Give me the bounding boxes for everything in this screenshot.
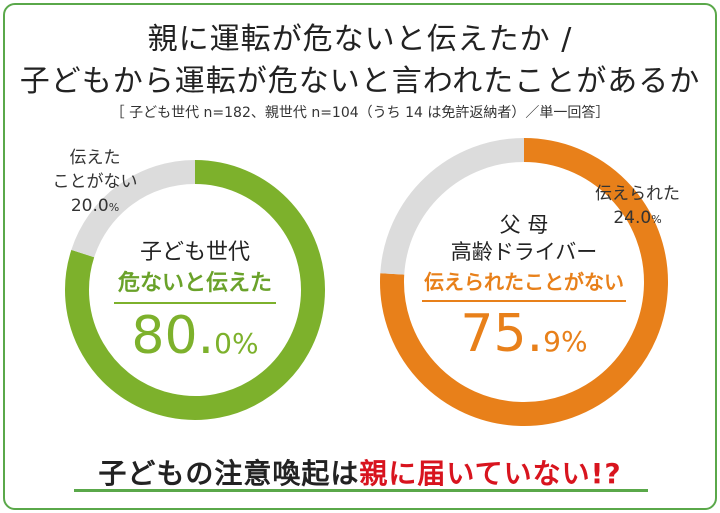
right-gray-value-unit: %	[651, 213, 662, 226]
left-center: 子ども世代 危ないと伝えた 80.0%	[95, 238, 295, 372]
left-gray-value-unit: %	[108, 201, 120, 214]
donut1-slice-1	[65, 160, 325, 420]
left-highlight-label: 危ないと伝えた	[113, 268, 276, 304]
right-value-decimal: 9	[543, 325, 561, 358]
left-gray-label-line2: ことがない	[52, 172, 138, 192]
left-gray-label-line1: 伝えた	[69, 148, 121, 168]
right-highlight-label: 伝えられたことがない	[422, 266, 626, 302]
bottom-statement: 子どもの注意喚起は親に届いていない!?	[0, 452, 720, 492]
bottom-suffix: !?	[590, 457, 622, 490]
left-group-label: 子ども世代	[139, 240, 250, 265]
right-gray-value: 24.0%	[575, 206, 700, 232]
left-value-decimal: 0	[214, 327, 232, 360]
bottom-highlight: 親に届いていない	[359, 457, 591, 490]
left-gray-value-number: 20.0	[70, 196, 109, 216]
frame	[3, 3, 717, 510]
donut2-slice-1	[380, 138, 668, 426]
bottom-underline	[74, 489, 648, 492]
right-value-main: 75.	[460, 304, 544, 364]
right-group-label-line2: 高齢ドライバー	[450, 240, 598, 264]
left-value-unit: %	[231, 327, 259, 360]
right-gray-value-number: 24.0	[613, 208, 652, 228]
left-gray-label: 伝えた ことがない 20.0%	[30, 146, 160, 220]
donut1-slice-2	[71, 160, 196, 258]
right-group-label-line1: 父 母	[499, 213, 549, 237]
right-center-value: 75.9%	[418, 306, 630, 370]
left-center-value: 80.0%	[95, 308, 295, 372]
survey-note: ［ 子ども世代 n=182、親世代 n=104（うち 14 は免許返納者）／単一…	[110, 105, 610, 121]
donut2-slice-2	[380, 138, 525, 275]
right-center: 父 母 高齢ドライバー 伝えられたことがない 75.9%	[418, 212, 630, 370]
bottom-prefix: 子どもの注意喚起は	[98, 457, 360, 490]
chart-title-line2: 子どもから運転が危ないと言われたことがあるか	[19, 64, 701, 99]
left-value-main: 80.	[131, 306, 215, 366]
left-gray-value: 20.0%	[30, 194, 160, 220]
right-gray-label-line1: 伝えられた	[595, 184, 680, 204]
chart-title-line1: 親に運転が危ないと伝えたか /	[147, 22, 573, 57]
right-gray-label: 伝えられた 24.0%	[575, 182, 700, 232]
right-value-unit: %	[560, 325, 588, 358]
